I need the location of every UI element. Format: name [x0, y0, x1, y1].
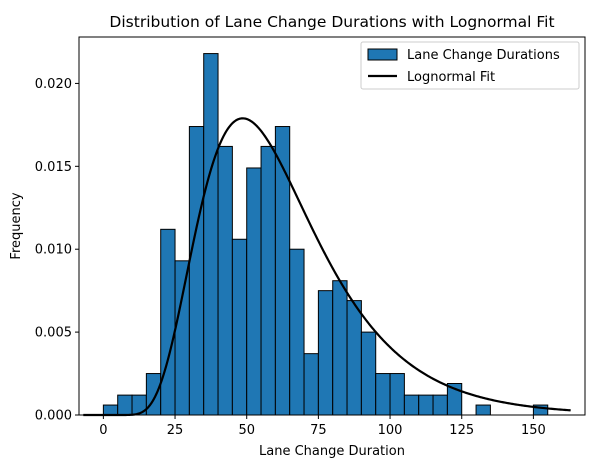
- histogram-bar: [246, 167, 262, 416]
- histogram-bar: [317, 290, 334, 416]
- x-tick-label: 75: [310, 423, 327, 438]
- histogram-bar: [231, 238, 248, 416]
- histogram-bar: [475, 404, 491, 416]
- y-tick-label: 0.020: [35, 77, 72, 92]
- histogram-bar: [217, 145, 233, 416]
- histogram-bar: [274, 126, 291, 416]
- histogram-bar: [174, 260, 190, 416]
- axes-frame: [78, 36, 586, 416]
- histogram-bar: [346, 300, 362, 416]
- legend-histogram-swatch: [367, 48, 398, 61]
- x-axis-label: Lane Change Duration: [259, 444, 405, 459]
- lognormal-fit-line: [83, 117, 571, 417]
- x-tick-label: 150: [521, 423, 546, 438]
- histogram-bar: [360, 331, 377, 416]
- histogram-bar: [389, 373, 405, 416]
- histogram-bar: [403, 394, 420, 416]
- histogram-bar: [145, 373, 162, 416]
- histogram-bar: [260, 145, 276, 416]
- histogram-bar: [418, 394, 434, 416]
- x-tick-label: 125: [449, 423, 474, 438]
- histogram-bar: [289, 248, 305, 416]
- x-tick-label: 100: [378, 423, 403, 438]
- histogram-bar: [432, 394, 448, 416]
- x-tick-label: 0: [99, 423, 107, 438]
- y-tick-label: 0.010: [35, 243, 72, 258]
- histogram-bar: [303, 353, 319, 416]
- histogram-bar: [188, 126, 205, 416]
- y-axis-label: Frequency: [9, 192, 24, 259]
- histogram-bar: [332, 280, 348, 416]
- histogram-bar: [375, 373, 391, 416]
- x-tick-label: 50: [238, 423, 255, 438]
- histogram-bar: [203, 53, 219, 416]
- legend-box: [360, 41, 580, 90]
- legend-histogram-label: Lane Change Durations: [407, 48, 560, 63]
- histogram-bar: [102, 404, 119, 416]
- legend: Lane Change Durations Lognormal Fit: [360, 41, 580, 90]
- legend-fit-label: Lognormal Fit: [407, 70, 495, 85]
- histogram-bar: [117, 394, 133, 416]
- plot-area: 0 25 50 75 100 125 150 0.000 0.005 0.010 0.015 0.02…: [35, 36, 586, 438]
- y-tick-label: 0.015: [35, 160, 72, 175]
- x-tick-label: 25: [167, 423, 184, 438]
- y-tick-label: 0.000: [35, 409, 72, 424]
- y-tick-label: 0.005: [35, 326, 72, 341]
- chart-title: Distribution of Lane Change Durations wi…: [109, 13, 554, 31]
- histogram-bar: [160, 228, 176, 416]
